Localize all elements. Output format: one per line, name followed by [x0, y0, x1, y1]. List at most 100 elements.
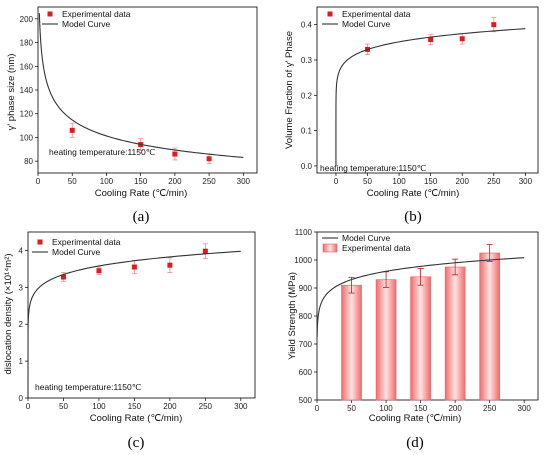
y-tick-label: 0.3 — [301, 56, 313, 65]
x-tick-label: 100 — [379, 404, 393, 413]
data-point — [167, 262, 173, 268]
panel-c-label: (c) — [128, 435, 145, 451]
panel-c-ylabel: dislocation density (×10¹⁴m²) — [3, 253, 14, 374]
y-tick-label: 700 — [299, 340, 313, 349]
x-tick-label: 150 — [134, 177, 148, 186]
panel-c-plot: 0 50 100 150 200 250 300 0 1 2 3 4 Experimental data… — [19, 231, 256, 411]
data-point — [172, 151, 178, 157]
panel-d-xlabel: Cooling Rate (℃/min) — [369, 413, 462, 424]
x-tick-label: 50 — [347, 404, 356, 413]
panel-b: 0 50 100 150 200 250 300 0.0 0.1 0.2 0.3 0.4 Experim… — [284, 6, 539, 225]
y-tick-label: 0.1 — [301, 127, 313, 136]
data-point — [206, 156, 212, 162]
panel-a-ylabel: γ' phase size (nm) — [6, 54, 17, 131]
y-tick-label: 4 — [19, 246, 24, 255]
panel-d-ylabel: Yield Strength (MPa) — [287, 272, 298, 360]
bar — [444, 266, 466, 401]
x-tick-label: 200 — [168, 177, 182, 186]
data-point — [491, 22, 497, 28]
x-tick-label: 200 — [448, 404, 462, 413]
x-tick-label: 300 — [518, 404, 532, 413]
y-tick-label: 180 — [20, 39, 34, 48]
legend-marker — [327, 11, 333, 17]
x-tick-label: 150 — [414, 404, 428, 413]
x-tick-label: 150 — [128, 402, 142, 411]
x-tick-label: 300 — [519, 177, 533, 186]
model-curve — [27, 250, 241, 399]
legend-label: Model Curve — [342, 233, 390, 243]
bar — [375, 279, 397, 401]
panel-b-plot: 0 50 100 150 200 250 300 0.0 0.1 0.2 0.3 0.4 Experim… — [301, 6, 539, 186]
x-tick-label: 0 — [334, 177, 339, 186]
legend-label: Model Curve — [342, 19, 390, 29]
x-tick-label: 200 — [163, 402, 177, 411]
y-tick-label: 2 — [19, 320, 24, 329]
panel-c: 0 50 100 150 200 250 300 0 1 2 3 4 Experimental data… — [3, 231, 256, 451]
y-tick-label: 800 — [299, 312, 313, 321]
panel-d-plot: 0 50 100 150 200 250 300 500 600 700 800 900 1000 110… — [294, 228, 539, 413]
y-tick-label: 500 — [299, 396, 313, 405]
plot-frame — [316, 6, 539, 174]
model-curve — [38, 13, 244, 159]
x-tick-label: 100 — [100, 177, 114, 186]
panel-a: 0 50 100 150 200 250 300 80 100 120 140 160 180 200 Ex… — [6, 6, 258, 225]
panel-d: 0 50 100 150 200 250 300 500 600 700 800 900 1000 110… — [287, 228, 539, 451]
panel-b-label: (b) — [404, 209, 422, 225]
data-point — [131, 264, 137, 270]
legend-marker — [47, 11, 53, 17]
x-tick-label: 0 — [315, 404, 320, 413]
bar — [341, 284, 362, 401]
plot-frame — [27, 231, 256, 399]
data-point — [459, 36, 465, 42]
x-tick-label: 300 — [234, 402, 248, 411]
bar — [410, 276, 431, 401]
y-tick-label: 100 — [20, 133, 34, 142]
panel-b-note: heating temperature:1150℃ — [320, 163, 427, 173]
panel-c-note: heating temperature:1150℃ — [35, 382, 142, 392]
legend-swatch — [322, 243, 338, 253]
y-tick-label: 900 — [299, 284, 313, 293]
x-tick-label: 50 — [68, 177, 77, 186]
y-tick-label: 3 — [19, 283, 24, 292]
legend-label: Experimental data — [52, 237, 121, 247]
y-tick-label: 200 — [20, 15, 34, 24]
x-tick-label: 100 — [92, 402, 106, 411]
x-tick-label: 0 — [26, 402, 31, 411]
legend-marker — [37, 239, 43, 245]
panel-b-xlabel: Cooling Rate (℃/min) — [367, 188, 460, 199]
legend-label: Experimental data — [62, 9, 131, 19]
x-tick-label: 200 — [456, 177, 470, 186]
panel-b-ylabel: Volume Fraction of γ' Phase — [284, 31, 295, 149]
data-point — [69, 127, 75, 133]
y-tick-label: 0.0 — [301, 162, 313, 171]
model-curve — [335, 28, 526, 166]
x-tick-label: 250 — [202, 177, 216, 186]
x-tick-label: 300 — [237, 177, 251, 186]
panel-a-plot: 0 50 100 150 200 250 300 80 100 120 140 160 180 200 Ex… — [20, 6, 258, 186]
y-tick-label: 1000 — [294, 256, 312, 265]
x-tick-label: 250 — [483, 404, 497, 413]
model-curve — [316, 257, 525, 337]
y-tick-label: 0.4 — [301, 21, 313, 30]
y-tick-label: 600 — [299, 368, 313, 377]
data-point — [60, 274, 66, 280]
bar — [479, 252, 500, 401]
panel-a-label: (a) — [133, 209, 150, 225]
x-tick-label: 50 — [59, 402, 68, 411]
x-tick-label: 150 — [424, 177, 438, 186]
data-point — [428, 36, 434, 42]
y-tick-label: 1 — [19, 357, 24, 366]
panel-d-label: (d) — [406, 435, 424, 451]
y-tick-label: 140 — [20, 86, 34, 95]
y-tick-label: 120 — [20, 110, 34, 119]
x-tick-label: 250 — [487, 177, 501, 186]
panel-a-xlabel: Cooling Rate (℃/min) — [95, 188, 188, 199]
x-tick-label: 250 — [199, 402, 213, 411]
x-tick-label: 50 — [363, 177, 372, 186]
y-tick-label: 0 — [19, 394, 24, 403]
x-tick-label: 100 — [392, 177, 406, 186]
y-tick-label: 1100 — [295, 228, 313, 237]
data-point — [96, 268, 102, 274]
y-tick-label: 0.2 — [301, 91, 313, 100]
